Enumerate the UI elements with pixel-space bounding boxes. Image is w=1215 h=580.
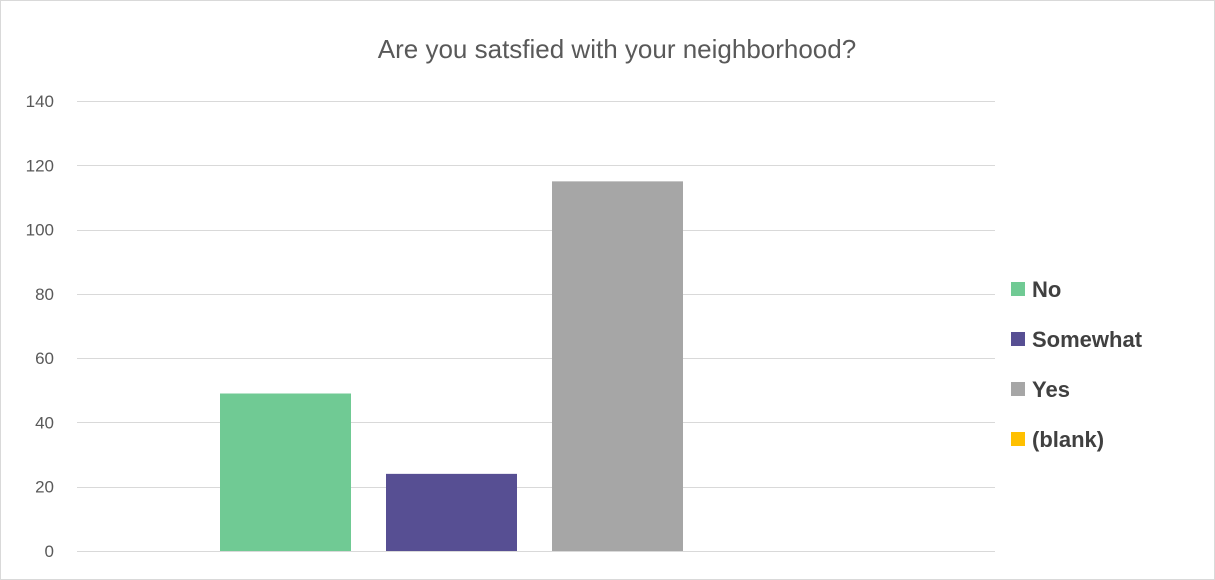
legend-label: (blank) <box>1032 427 1104 452</box>
y-tick-label: 120 <box>26 156 54 175</box>
legend-label: Somewhat <box>1032 327 1143 352</box>
legend-swatch <box>1011 432 1025 446</box>
legend-swatch <box>1011 382 1025 396</box>
chart-title: Are you satsfied with your neighborhood? <box>378 34 856 64</box>
y-tick-label: 20 <box>35 478 54 497</box>
bar-1 <box>220 393 351 551</box>
bar-3 <box>552 181 683 551</box>
bar-2 <box>386 473 517 551</box>
legend-label: Yes <box>1032 377 1070 402</box>
y-tick-label: 80 <box>35 285 54 304</box>
legend: No Somewhat Yes (blank) <box>1011 277 1143 452</box>
y-tick-label: 0 <box>45 542 54 561</box>
gridlines <box>77 101 995 552</box>
y-tick-label: 40 <box>35 413 54 432</box>
y-tick-label: 140 <box>26 92 54 111</box>
legend-label: No <box>1032 277 1061 302</box>
y-tick-label: 60 <box>35 349 54 368</box>
y-tick-label: 100 <box>26 221 54 240</box>
y-axis-ticks: 0 20 40 60 80 100 120 140 <box>26 92 54 561</box>
legend-swatch <box>1011 282 1025 296</box>
bars <box>220 181 683 551</box>
legend-swatch <box>1011 332 1025 346</box>
